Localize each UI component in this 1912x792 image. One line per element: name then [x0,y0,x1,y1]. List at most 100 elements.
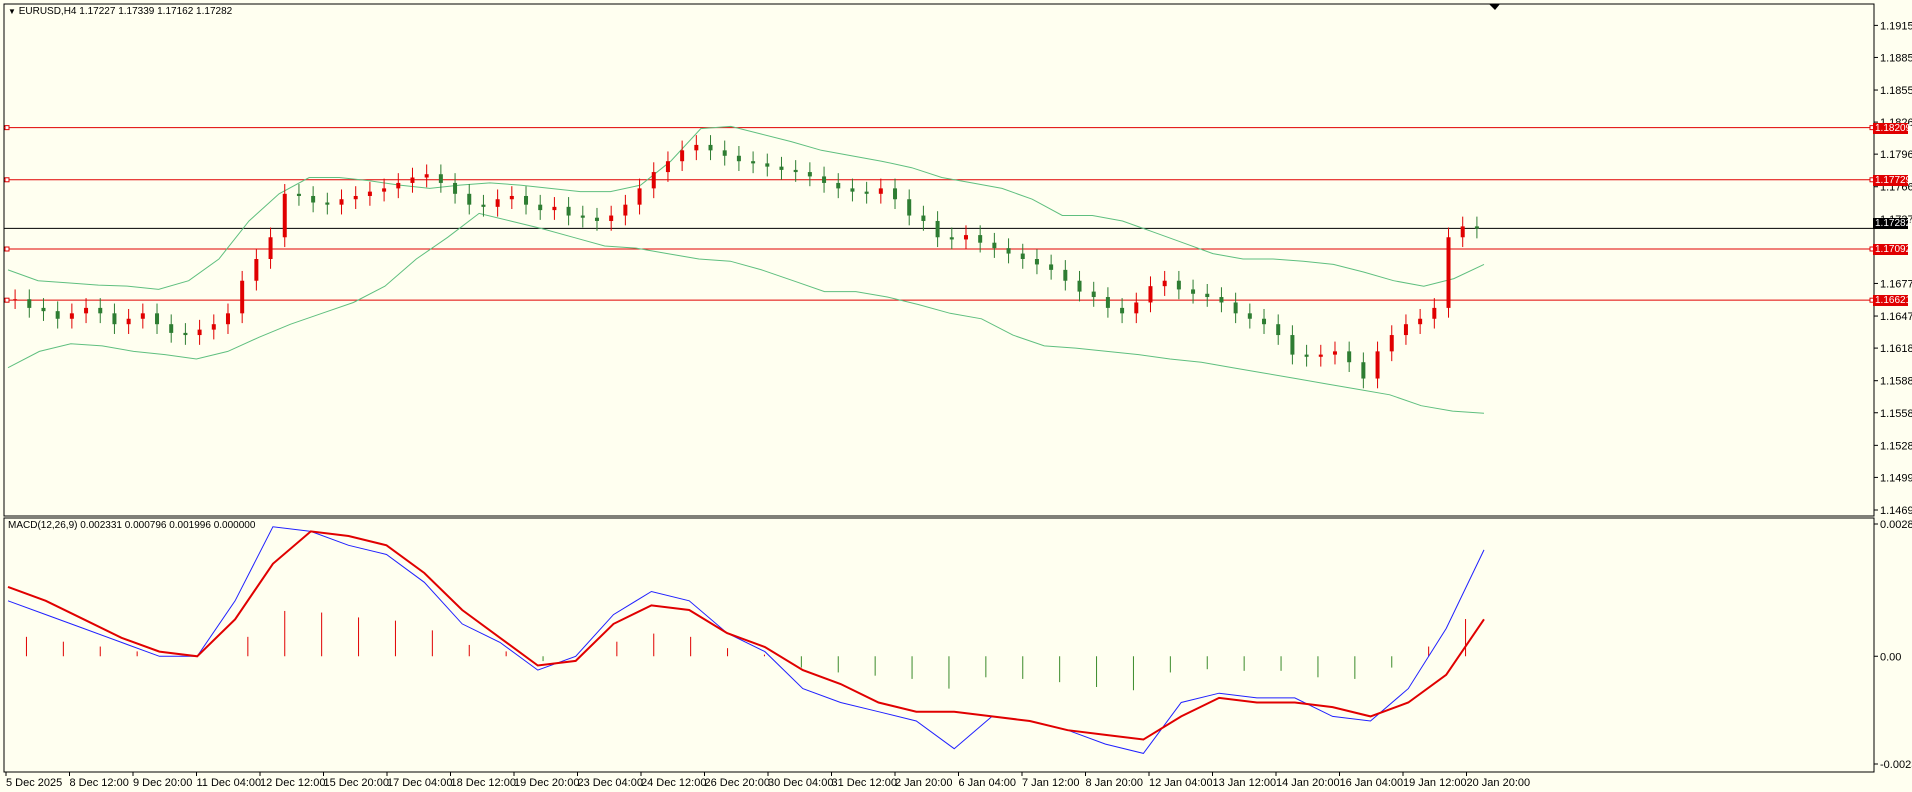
candle-body [1304,354,1309,357]
candle-body [1446,237,1451,308]
candle-body [978,235,983,243]
candle-body [1375,351,1380,379]
candle-body [1247,313,1252,319]
candle-body [1049,264,1054,270]
candle-body [225,313,230,325]
candle-body [183,332,188,336]
level-anchor-handle[interactable] [4,177,10,183]
candle-body [424,174,429,178]
level-anchor-handle[interactable] [4,246,10,252]
candle-body [708,144,713,151]
price-tick-label: 1.16775 [1880,278,1912,290]
time-tick-label: 9 Dec 20:00 [133,777,192,789]
candle-body [1162,280,1167,287]
candle-body [1219,297,1224,303]
candle-body [98,307,103,314]
time-tick-label: 2 Jan 20:00 [895,777,953,789]
macd-panel-border [3,517,1875,773]
candle-body [112,313,117,325]
candle-body [779,166,784,170]
time-tick-label: 12 Jan 04:00 [1149,777,1213,789]
price-tick-label: 1.18555 [1880,85,1912,97]
candle-body [240,280,245,314]
time-tick-label: 5 Dec 2025 [6,777,62,789]
candle-body [495,199,500,207]
candle-body [311,195,316,203]
candle-body [1205,293,1210,298]
candle-body [197,329,202,336]
time-tick-label: 15 Dec 20:00 [324,777,389,789]
candle-body [680,150,685,162]
candle-body [410,177,415,183]
candle-body [254,259,259,281]
candle-body [1332,351,1337,355]
candle-body [69,313,74,319]
price-tick-label: 1.15285 [1880,440,1912,452]
time-tick-label: 26 Dec 20:00 [705,777,770,789]
candle-body [41,307,46,312]
candle-body [155,313,160,325]
candle-body [1120,307,1125,314]
candle-body [1318,354,1323,357]
collapse-arrow-icon[interactable]: ▼ [8,7,16,16]
time-tick-label: 24 Dec 12:00 [641,777,706,789]
price-tick-label: 1.16180 [1880,343,1912,355]
candle-body [893,188,898,200]
time-tick-label: 11 Dec 04:00 [197,777,262,789]
candle-body [637,188,642,205]
candle-body [27,299,32,308]
time-tick-label: 19 Jan 12:00 [1403,777,1467,789]
candle-body [609,215,614,221]
price-tick-label: 1.14990 [1880,472,1912,484]
candle-body [878,188,883,194]
candle-body [736,155,741,162]
candle-body [963,235,968,240]
candle-body [594,217,599,221]
candle-body [1191,289,1196,294]
candle-body [1034,259,1039,265]
time-tick-label: 16 Jan 04:00 [1340,777,1404,789]
candle-body [296,193,301,196]
candle-body [1134,302,1139,314]
candle-body [665,161,670,173]
time-tick-label: 6 Jan 04:00 [959,777,1017,789]
candle-body [467,193,472,205]
lower-band-line [7,212,1485,414]
candle-body [580,215,585,218]
candle-body [1063,269,1068,281]
candle-body [367,191,372,196]
candle-body [211,324,216,330]
macd-tick-label: 0.00 [1880,651,1901,663]
time-tick-label: 20 Jan 20:00 [1467,777,1531,789]
level-price-tag: 1.17729 [1873,174,1912,186]
candle-body [864,191,869,194]
level-anchor-handle[interactable] [4,125,10,131]
time-tick-label: 12 Dec 12:00 [260,777,325,789]
candle-body [1474,226,1479,229]
candle-body [524,195,529,205]
candle-body [751,161,756,164]
price-tick-label: 1.15880 [1880,376,1912,388]
candle-body [1389,335,1394,352]
time-tick-label: 14 Jan 20:00 [1276,777,1340,789]
time-tick-label: 30 Dec 04:00 [768,777,833,789]
price-tick-label: 1.15585 [1880,408,1912,420]
candle-body [949,237,954,240]
price-tick-label: 1.18855 [1880,52,1912,64]
level-anchor-handle[interactable] [4,297,10,303]
candle-body [1290,335,1295,355]
candle-body [1091,291,1096,298]
candle-body [566,206,571,216]
time-tick-label: 8 Jan 20:00 [1086,777,1144,789]
candle-body [481,204,486,207]
candle-body [1403,324,1408,336]
shift-marker-icon[interactable] [1489,4,1500,10]
candle-body [822,176,827,183]
candle-body [13,299,18,301]
candle-body [1262,318,1267,325]
candle-body [907,199,912,216]
candle-body [836,182,841,189]
